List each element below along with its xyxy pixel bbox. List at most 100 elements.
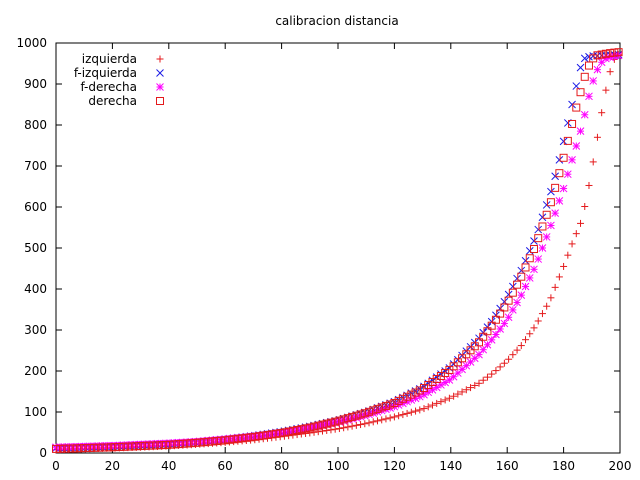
data-point (525, 254, 534, 263)
data-point (513, 346, 521, 354)
data-point (601, 49, 610, 58)
data-point (492, 367, 500, 375)
data-point (331, 417, 340, 426)
data-point (56, 444, 65, 453)
data-point (441, 396, 449, 404)
data-point (301, 424, 310, 433)
data-point (267, 430, 276, 439)
data-point (530, 265, 538, 274)
y-tick-label: 500 (24, 241, 47, 255)
y-tick-label: 100 (24, 405, 47, 419)
data-point (458, 365, 466, 374)
data-point (487, 317, 496, 326)
data-point (534, 234, 543, 243)
data-point (563, 170, 572, 179)
data-point (276, 429, 285, 438)
data-point (543, 302, 551, 310)
data-point (352, 411, 361, 420)
data-point (297, 425, 306, 434)
data-point (145, 441, 154, 450)
data-point (357, 421, 365, 429)
data-point (547, 221, 555, 230)
data-point (597, 50, 606, 59)
data-point (559, 137, 568, 146)
data-point (398, 394, 407, 403)
data-point (534, 225, 543, 234)
data-point (225, 435, 234, 444)
data-point (157, 441, 166, 450)
data-point (73, 444, 82, 453)
data-point (305, 423, 314, 432)
data-point (522, 336, 530, 344)
data-point (242, 433, 251, 442)
data-point (568, 119, 577, 128)
data-point (369, 418, 377, 426)
data-point (500, 319, 509, 328)
legend-marker (156, 55, 164, 63)
data-point (280, 428, 289, 437)
data-point (559, 153, 568, 162)
data-point (390, 413, 398, 421)
data-point (140, 441, 149, 450)
data-point (610, 48, 619, 57)
data-point (509, 351, 517, 359)
data-point (327, 426, 335, 434)
data-point (445, 376, 454, 384)
x-tick-label: 80 (274, 459, 289, 473)
data-point (343, 414, 352, 423)
data-point (373, 404, 382, 413)
x-tick-label: 120 (383, 459, 406, 473)
y-tick-label: 200 (24, 364, 47, 378)
data-point (412, 407, 420, 415)
data-point (580, 110, 589, 119)
data-point (221, 436, 230, 445)
legend-label: izquierda (82, 52, 137, 66)
data-point (395, 412, 403, 420)
legend-label: f-derecha (80, 80, 137, 94)
data-point (377, 403, 386, 412)
data-point (547, 187, 555, 196)
data-point (373, 417, 381, 425)
data-point (534, 317, 542, 325)
data-point (576, 88, 585, 97)
data-point (546, 198, 555, 207)
data-point (246, 433, 255, 442)
data-point (517, 272, 526, 281)
data-point (102, 443, 111, 452)
x-tick-label: 20 (105, 459, 120, 473)
x-tick-label: 100 (327, 459, 350, 473)
x-tick-label: 0 (52, 459, 60, 473)
data-point (403, 392, 412, 401)
data-point (454, 390, 462, 398)
data-point (475, 379, 483, 387)
data-point (170, 440, 179, 449)
data-point (119, 442, 128, 451)
data-point (132, 442, 141, 451)
data-point (525, 247, 534, 255)
data-point (229, 435, 238, 444)
chart-title: calibracion distancia (275, 14, 398, 28)
data-point (399, 411, 407, 419)
data-point (568, 100, 576, 109)
data-point (585, 92, 593, 101)
plot-frame (55, 42, 621, 454)
y-tick-label: 600 (24, 200, 47, 214)
data-point (479, 345, 488, 354)
data-point (521, 282, 530, 291)
data-point (174, 440, 183, 449)
y-tick-label: 300 (24, 323, 47, 337)
y-tick-label: 900 (24, 77, 47, 91)
data-point (589, 158, 597, 166)
data-point (551, 183, 560, 192)
data-point (250, 432, 259, 441)
data-point (339, 415, 348, 424)
data-point (530, 324, 538, 332)
data-point (344, 423, 352, 431)
data-point (538, 213, 547, 222)
data-point (288, 426, 297, 435)
data-point (577, 219, 585, 227)
data-point (348, 422, 356, 430)
legend-marker (156, 97, 164, 105)
data-point (568, 155, 576, 164)
data-point (386, 400, 395, 409)
